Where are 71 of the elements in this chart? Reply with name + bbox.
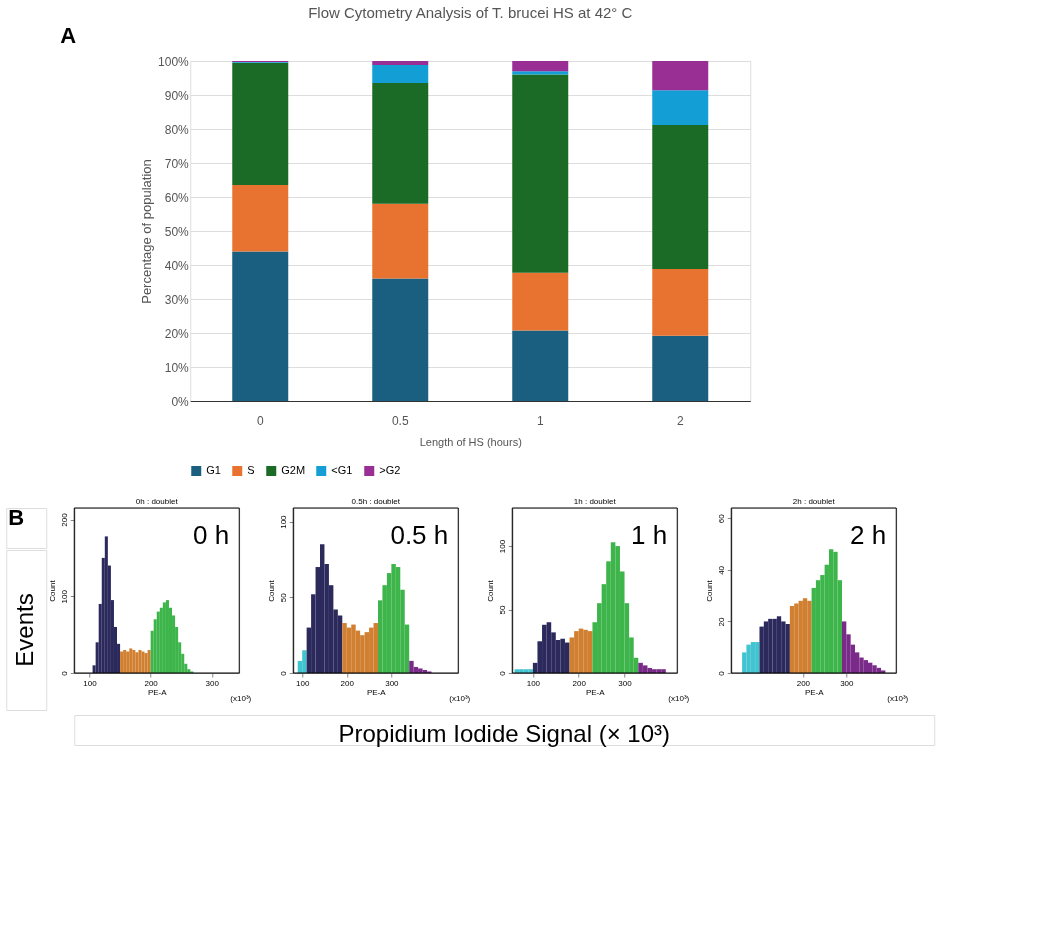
x-tick-label: 300 [618,678,633,688]
y-axis-title: Count [47,579,57,602]
y-tick-label: 20% [164,326,190,341]
chart-title: 1h : doublet [573,496,617,506]
y-tick-label: 60 [716,513,726,524]
x-tick-label: 200 [340,678,355,688]
y-tick-label: 30% [164,292,190,307]
annotation: 2 h [850,520,887,550]
x-tick-label: 100 [295,678,310,688]
y-tick-label: 0 [278,670,288,676]
y-tick-label: 0% [171,394,190,409]
legend-label: >G2 [379,464,401,476]
y-tick-label: 80% [164,122,190,137]
x-tick-label: 300 [385,678,400,688]
x-axis-title: PE-A [366,687,387,697]
x-tick-label: 0 [256,413,264,428]
annotation: 1 h [631,520,668,550]
y-tick-label: 0 [497,670,507,676]
y-tick-label: 100 [497,539,507,554]
y-axis-title: Percentage of population [139,159,155,304]
x-axis-title: PE-A [147,687,168,697]
x-axis-title: PE-A [585,687,606,697]
y-tick-label: 10% [164,360,190,375]
text: (x10³) [668,694,690,703]
chart-title: 2h : doublet [792,496,836,506]
text: Events [11,593,39,667]
y-tick-label: 60% [164,190,190,205]
y-axis-title: Count [266,579,276,602]
text: B [8,505,25,530]
text: (x10³) [449,694,471,703]
text: (x10³) [887,694,909,703]
x-tick-label: 2 [676,413,684,428]
y-tick-label: 0 [59,670,69,676]
chart-title: 0h : doublet [135,496,179,506]
legend-label: <G1 [331,464,353,476]
y-tick-label: 100 [59,589,69,604]
y-tick-label: 200 [59,512,69,527]
annotation: 0.5 h [390,520,449,550]
text: A [60,23,77,48]
y-tick-label: 70% [164,156,190,171]
y-tick-label: 0 [716,670,726,676]
x-tick-label: 200 [572,678,587,688]
x-tick-label: 1 [536,413,544,428]
legend-label: G2M [281,464,306,476]
y-tick-label: 100% [158,54,190,69]
x-axis-title: PE-A [804,687,825,697]
x-tick-label: 300 [840,678,855,688]
x-tick-label: 0.5 [391,413,409,428]
y-tick-label: 40% [164,258,190,273]
x-tick-label: 100 [83,678,98,688]
y-tick-label: 50 [497,605,507,615]
x-tick-label: 200 [144,678,159,688]
legend-label: G1 [206,464,221,476]
y-tick-label: 40 [716,565,726,575]
y-axis-title: Count [704,579,714,602]
annotation: 0 h [193,520,230,550]
x-tick-label: 200 [796,678,811,688]
x-axis-title: Length of HS (hours) [419,435,522,448]
y-tick-label: 50% [164,224,190,239]
y-tick-label: 50 [278,592,288,603]
chart-title: Flow Cytometry Analysis of T. brucei HS at 42° C [308,4,633,21]
text: (x10³) [230,694,252,703]
y-tick-label: 100 [278,514,288,529]
x-tick-label: 300 [205,678,220,688]
text: Propidium Iodide Signal (× 10³) [338,720,671,747]
y-tick-label: 20 [716,616,726,627]
legend-label: S [247,464,255,476]
y-tick-label: 90% [164,88,190,103]
chart-title: 0.5h : doublet [351,496,401,506]
x-tick-label: 100 [526,678,541,688]
y-axis-title: Count [485,579,495,602]
